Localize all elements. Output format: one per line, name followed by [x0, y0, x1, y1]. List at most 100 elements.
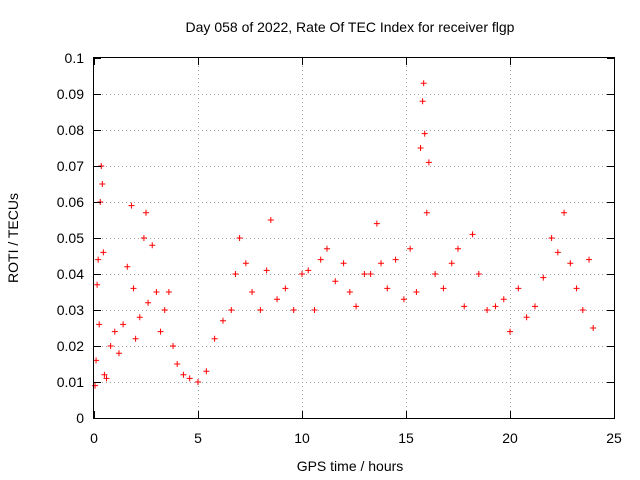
data-point	[203, 368, 210, 375]
y-tick-label: 0.06	[57, 194, 84, 210]
data-point	[120, 321, 127, 328]
data-point	[378, 260, 385, 267]
data-point	[448, 260, 455, 267]
grid-lines	[94, 58, 614, 418]
y-tick-label: 0.04	[57, 266, 84, 282]
x-axis-title: GPS time / hours	[297, 458, 404, 474]
data-point	[257, 307, 264, 313]
y-tick-label: 0.1	[65, 50, 85, 66]
data-point	[153, 289, 160, 295]
data-point	[384, 285, 391, 292]
data-point	[317, 256, 324, 263]
data-point	[186, 375, 193, 382]
x-tick-label: 15	[398, 430, 414, 446]
data-point	[367, 271, 374, 277]
x-tick-labels: 0 5 10 15 20 25	[90, 430, 622, 446]
data-point	[165, 289, 172, 295]
data-point	[475, 271, 482, 277]
data-point	[249, 289, 256, 295]
data-point	[425, 159, 432, 166]
data-point	[219, 317, 226, 324]
data-points	[92, 80, 597, 389]
data-point	[346, 289, 353, 295]
data-point	[492, 303, 499, 310]
data-point	[103, 375, 110, 382]
y-tick-label: 0.07	[57, 158, 84, 174]
data-point	[590, 325, 597, 331]
data-point	[311, 307, 318, 313]
data-point	[290, 307, 297, 313]
x-tick-label: 10	[294, 430, 310, 446]
data-point	[101, 371, 108, 378]
data-point	[180, 371, 187, 378]
data-point	[242, 260, 249, 267]
data-point	[561, 209, 568, 216]
data-point	[540, 274, 547, 281]
data-point	[423, 209, 430, 216]
data-point	[263, 267, 270, 274]
data-point	[96, 321, 103, 328]
data-point	[128, 202, 135, 209]
data-point	[548, 235, 555, 241]
data-point	[107, 343, 114, 349]
data-point	[567, 260, 574, 267]
data-point	[554, 249, 561, 256]
data-point	[440, 285, 447, 292]
data-point	[143, 209, 149, 216]
data-point	[373, 220, 380, 227]
x-tick-label: 20	[502, 430, 518, 446]
data-point	[515, 285, 522, 292]
data-point	[282, 285, 289, 292]
data-point	[149, 242, 156, 249]
data-point	[161, 307, 168, 313]
data-point	[174, 361, 181, 367]
data-point	[507, 328, 513, 335]
data-point	[586, 256, 593, 263]
y-tick-label: 0.02	[57, 338, 84, 354]
x-tick-label: 0	[90, 430, 98, 446]
data-point	[421, 130, 428, 137]
data-point	[211, 335, 218, 342]
data-point	[484, 307, 491, 313]
data-point	[94, 281, 101, 288]
data-point	[579, 307, 586, 313]
data-point	[100, 249, 107, 256]
data-point	[419, 98, 426, 105]
data-point	[407, 245, 414, 252]
data-point	[140, 235, 147, 241]
data-point	[455, 245, 461, 252]
data-point	[124, 263, 131, 270]
data-point	[274, 296, 281, 303]
data-point	[93, 357, 100, 364]
data-point	[323, 245, 330, 252]
data-point	[195, 379, 201, 385]
data-point	[417, 145, 424, 151]
data-point	[145, 299, 152, 306]
data-point	[130, 285, 137, 292]
data-point	[157, 328, 164, 335]
data-point	[136, 314, 143, 321]
data-point	[332, 278, 339, 285]
data-point	[392, 256, 399, 263]
y-tick-label: 0.08	[57, 122, 84, 138]
data-point	[420, 80, 427, 87]
axis-ticks	[94, 58, 615, 419]
data-point	[469, 231, 476, 238]
data-point	[523, 314, 530, 321]
data-point	[267, 217, 274, 223]
data-point	[99, 181, 106, 187]
data-point	[232, 271, 239, 277]
data-point	[228, 307, 235, 313]
plot-frame	[93, 57, 615, 419]
y-tick-label: 0	[76, 410, 84, 426]
data-point	[500, 296, 507, 303]
data-point	[340, 260, 347, 267]
data-point	[432, 271, 439, 277]
data-point	[299, 271, 305, 277]
data-point	[132, 335, 139, 342]
x-tick-label: 25	[606, 430, 622, 446]
data-point	[305, 267, 312, 274]
data-point	[170, 343, 177, 349]
y-tick-labels: 0 0.01 0.02 0.03 0.04 0.05 0.06 0.07 0.08 0.09 0.1	[57, 50, 84, 426]
